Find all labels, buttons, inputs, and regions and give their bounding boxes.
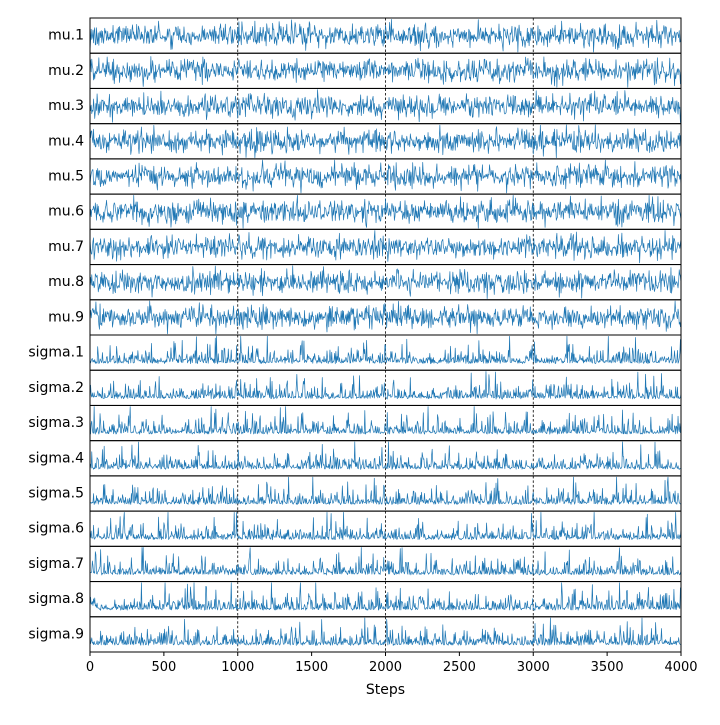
series-label: sigma.3 — [28, 415, 84, 431]
series-label: sigma.8 — [28, 591, 84, 607]
trace-line — [89, 582, 682, 611]
trace-panel: mu.4 — [48, 123, 682, 160]
series-label: mu.6 — [48, 204, 84, 220]
x-tick-label: 2500 — [443, 660, 476, 675]
series-label: sigma.1 — [28, 345, 84, 361]
trace-line — [89, 406, 682, 435]
trace-panel: sigma.4 — [28, 440, 682, 477]
trace-panel: mu.5 — [48, 158, 682, 195]
series-label: sigma.9 — [28, 626, 84, 642]
trace-line — [89, 547, 682, 576]
x-tick-label: 4000 — [664, 660, 697, 675]
series-label: mu.7 — [48, 239, 84, 255]
x-tick-label: 3500 — [591, 660, 624, 675]
series-label: mu.9 — [48, 309, 84, 325]
trace-line — [89, 89, 682, 123]
trace-panel: mu.3 — [48, 87, 682, 125]
trace-panel: sigma.9 — [28, 616, 682, 653]
trace-panel: sigma.5 — [28, 475, 682, 512]
series-label: sigma.2 — [28, 380, 84, 396]
x-tick-label: 1500 — [295, 660, 328, 675]
trace-line — [89, 265, 682, 299]
x-tick-label: 0 — [86, 660, 94, 675]
trace-line — [89, 124, 682, 159]
trace-line — [89, 19, 682, 53]
trace-panel: mu.6 — [48, 193, 682, 230]
trace-line — [89, 159, 682, 194]
trace-panel: sigma.6 — [28, 510, 682, 547]
trace-line — [89, 476, 682, 505]
x-tick-label: 2000 — [369, 660, 402, 675]
series-label: sigma.7 — [28, 556, 84, 572]
trace-panel: mu.2 — [48, 52, 682, 89]
trace-panel: mu.1 — [48, 17, 682, 54]
series-label: mu.5 — [48, 169, 84, 185]
trace-panel: sigma.3 — [28, 404, 682, 442]
trace-line — [89, 56, 682, 88]
trace-panel: sigma.7 — [28, 545, 682, 583]
trace-line — [89, 230, 682, 264]
trace-line — [89, 371, 682, 400]
series-label: mu.2 — [48, 63, 84, 79]
trace-panel: sigma.2 — [28, 369, 682, 406]
trace-line — [89, 194, 682, 229]
series-label: sigma.5 — [28, 486, 84, 502]
series-label: sigma.4 — [28, 450, 84, 466]
trace-panel: sigma.8 — [28, 581, 682, 618]
x-tick-label: 500 — [151, 660, 176, 675]
trace-line — [89, 335, 682, 365]
trace-line — [89, 300, 682, 335]
series-label: mu.4 — [48, 133, 84, 149]
trace-panel: sigma.1 — [28, 334, 682, 371]
series-label: sigma.6 — [28, 521, 84, 537]
trace-panel: mu.8 — [48, 264, 682, 301]
series-label: mu.8 — [48, 274, 84, 290]
trace-line — [89, 441, 682, 470]
series-label: mu.1 — [48, 28, 84, 44]
x-axis-label: Steps — [366, 682, 405, 698]
trace-panel: mu.7 — [48, 228, 682, 266]
x-tick-label: 3000 — [517, 660, 550, 675]
trace-panel: mu.9 — [48, 299, 682, 336]
trace-line — [89, 617, 682, 646]
series-label: mu.3 — [48, 98, 84, 114]
x-tick-label: 1000 — [221, 660, 254, 675]
trace-line — [89, 511, 682, 541]
